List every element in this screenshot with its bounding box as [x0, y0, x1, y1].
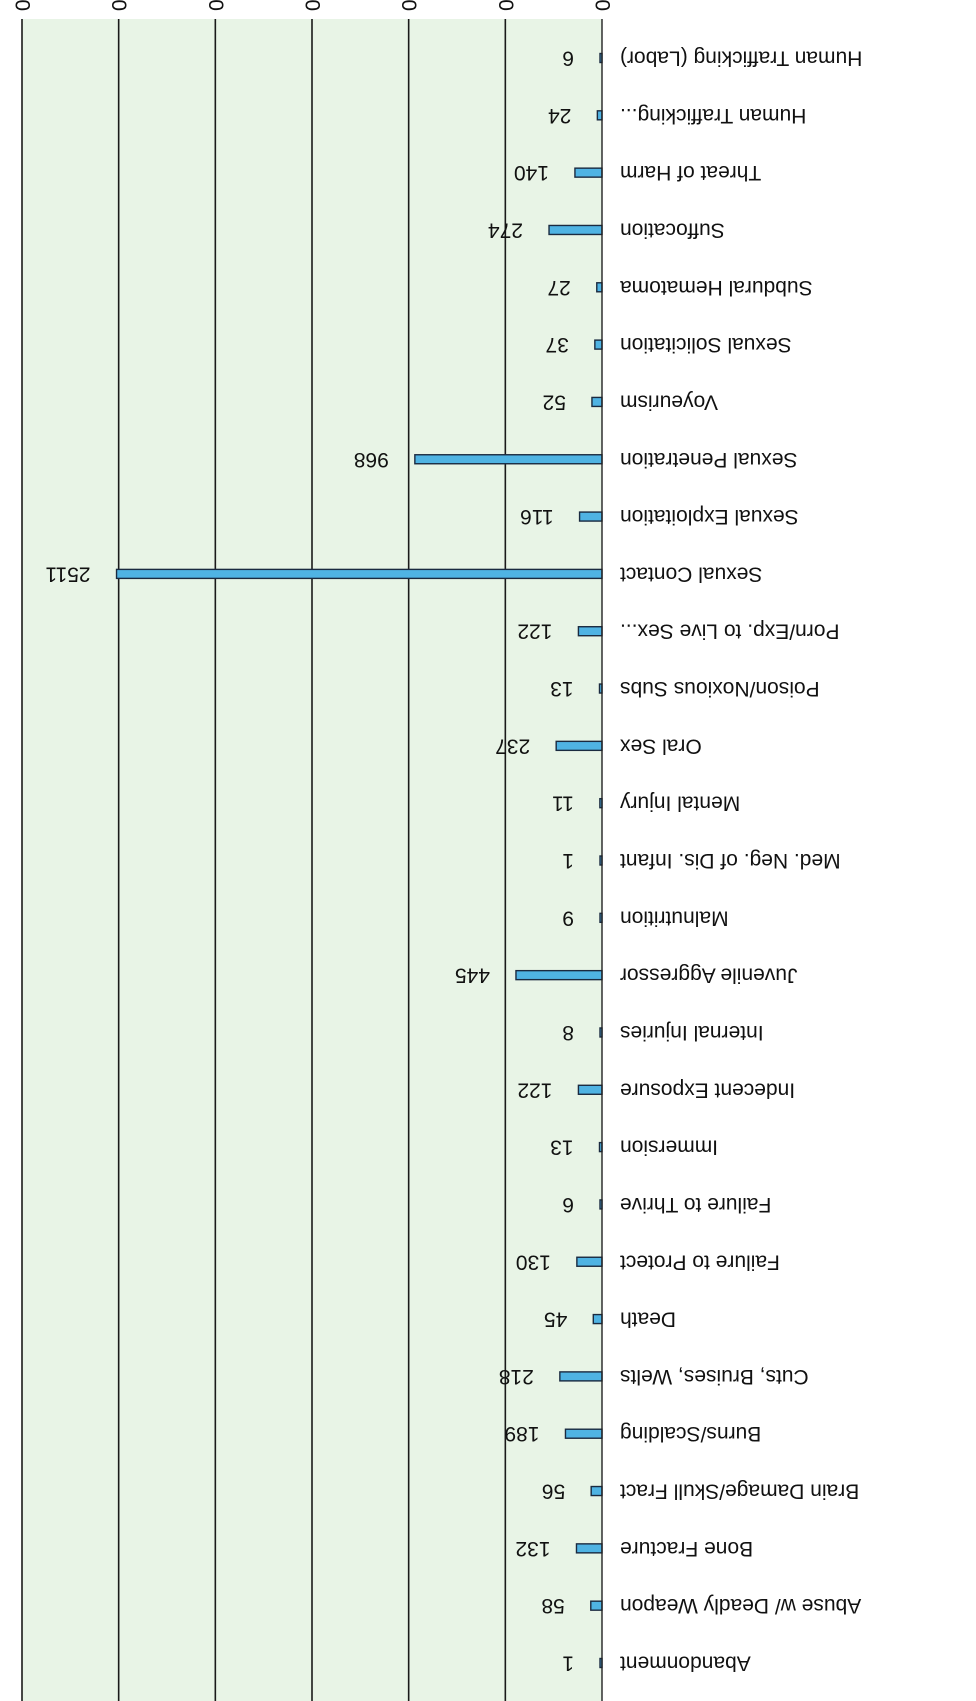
- data-label: 132: [515, 1537, 550, 1560]
- category-label: Brain Damage/Skull Fract: [620, 1480, 859, 1503]
- bar: [414, 454, 603, 465]
- bar: [590, 1600, 603, 1611]
- data-label: 58: [541, 1594, 564, 1617]
- bar: [564, 1428, 603, 1439]
- data-label: 274: [488, 218, 523, 241]
- data-label: 116: [520, 505, 553, 528]
- data-label: 6: [562, 1193, 574, 1216]
- data-label: 13: [550, 1136, 573, 1159]
- category-label: Med. Neg. of Dis. Infant: [620, 849, 841, 872]
- category-label: Abandonment: [620, 1652, 751, 1675]
- data-label: 6: [562, 47, 574, 70]
- category-label: Threat of Harm: [620, 161, 761, 184]
- bar: [576, 1256, 603, 1267]
- data-label: 45: [544, 1308, 567, 1331]
- data-label: 24: [548, 104, 572, 127]
- y-tick-label: 1000: [397, 0, 420, 11]
- category-label: Failure to Thrive: [620, 1193, 771, 1216]
- category-label: Juvenile Aggressor: [620, 964, 797, 987]
- data-label: 122: [517, 1078, 552, 1101]
- data-label: 1: [562, 849, 574, 872]
- data-label: 1: [562, 1652, 574, 1675]
- data-label: 11: [552, 792, 574, 815]
- bar: [594, 339, 603, 350]
- data-label: 189: [504, 1422, 539, 1445]
- bar: [559, 1371, 603, 1382]
- y-tick-label: 3000: [11, 0, 34, 11]
- data-label: 218: [499, 1365, 534, 1388]
- category-label: Cuts, Bruises, Welts: [620, 1365, 809, 1388]
- y-tick-label: 2500: [107, 0, 130, 11]
- category-label: Sexual Penetration: [620, 448, 797, 471]
- y-tick-label: 500: [494, 0, 517, 11]
- bar: [574, 167, 603, 178]
- bar: [548, 224, 603, 236]
- bar: [578, 511, 603, 522]
- bar: [591, 396, 603, 408]
- data-label: 56: [542, 1480, 565, 1503]
- data-label: 445: [455, 964, 490, 987]
- y-tick-label: 0: [591, 0, 614, 11]
- category-label: Human Trafficking (Labor): [620, 47, 862, 70]
- data-label: 140: [514, 161, 549, 184]
- data-label: 9: [562, 906, 574, 929]
- category-label: Voyeurism: [620, 390, 718, 413]
- category-label: Mental Injury: [620, 792, 741, 815]
- bar: [590, 1485, 603, 1497]
- data-label: 237: [495, 734, 530, 757]
- data-label: 13: [550, 677, 573, 700]
- category-label: Failure to Protect: [620, 1250, 780, 1273]
- category-label: Burns/Scalding: [620, 1422, 761, 1445]
- bar: [592, 1313, 603, 1325]
- data-label: 968: [354, 448, 389, 471]
- category-label: Sexual Contact: [620, 562, 763, 585]
- category-label: Suffocation: [620, 218, 725, 241]
- category-label: Death: [620, 1308, 676, 1331]
- bar: [575, 1543, 603, 1554]
- category-label: Human Trafficking...: [620, 104, 806, 127]
- category-label: Malnutrition: [620, 906, 729, 929]
- category-label: Abuse w/ Deadly Weapon: [620, 1594, 861, 1617]
- bar: [596, 282, 603, 293]
- category-label: Immersion: [620, 1136, 718, 1159]
- data-label: 52: [543, 390, 566, 413]
- category-label: Subdural Hematoma: [620, 276, 813, 299]
- category-label: Sexual Solicitation: [620, 333, 792, 356]
- data-label: 27: [547, 276, 570, 299]
- bar: [555, 740, 603, 752]
- data-label: 2511: [45, 562, 90, 585]
- data-label: 130: [516, 1250, 551, 1273]
- bar: [577, 1084, 603, 1095]
- bar: [115, 568, 603, 580]
- data-label: 122: [517, 620, 552, 643]
- category-label: Poison/Noxious Subs: [620, 677, 820, 700]
- category-label: Internal Injuries: [620, 1021, 764, 1044]
- category-label: Porn/Exp. to Live Sex...: [620, 620, 839, 643]
- category-label: Sexual Exploitation: [620, 505, 799, 528]
- data-label: 8: [562, 1021, 574, 1044]
- data-label: 37: [545, 333, 568, 356]
- y-tick-label: 1500: [301, 0, 324, 11]
- bar: [577, 626, 603, 637]
- category-label: Oral Sex: [620, 734, 702, 757]
- category-label: Bone Fracture: [620, 1537, 753, 1560]
- bar: [515, 969, 603, 981]
- category-label: Indecent Exposure: [620, 1078, 795, 1101]
- y-tick-label: 2000: [204, 0, 227, 11]
